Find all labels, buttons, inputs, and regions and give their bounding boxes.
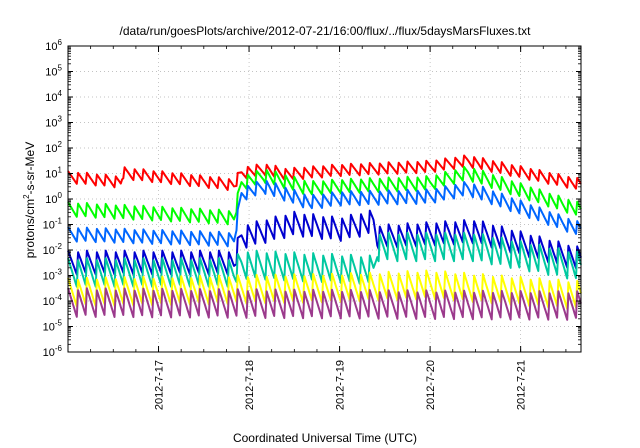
y-tick-label: 102 [45,140,62,155]
flux-series-line [67,269,582,310]
x-axis-ticks: 2012-7-17 2012-7-18 2012-7-19 2012-7-20 2012… [67,46,567,410]
y-tick-label: 103 [45,115,62,130]
y-tick-label: 10-5 [43,319,63,334]
flux-series-line [67,231,582,288]
flux-series-line [67,209,582,276]
x-tick-label: 2012-7-20 [425,360,437,410]
x-tick-label: 2012-7-18 [244,360,256,410]
y-axis-label-sup: 2 [22,194,31,199]
y-axis-label: protons/cm2-s-sr-MeV [22,142,37,258]
y-tick-label: 105 [45,64,62,79]
x-tick-label: 2012-7-19 [335,360,347,410]
y-axis-label-main: protons/cm [23,199,37,258]
y-tick-label: 10-4 [43,293,63,308]
y-tick-label: 10-3 [43,268,63,283]
flux-series-line [67,287,582,321]
y-tick-label: 104 [45,89,62,104]
series-layer [67,154,582,321]
x-tick-label: 2012-7-17 [154,360,166,410]
y-tick-label: 10-2 [43,242,63,257]
flux-series-line [67,154,582,191]
y-axis-ticks: 10-6 10-5 10-4 10-3 10-2 10-1 100 101 102 103 104 1… [43,38,581,359]
grid [68,46,581,352]
chart-title: /data/run/goesPlots/archive/2012-07-21/1… [120,24,532,38]
y-tick-label: 10-6 [43,344,63,359]
y-tick-label: 101 [45,166,62,181]
y-tick-label: 10-1 [43,217,63,232]
y-tick-label: 100 [45,191,62,206]
y-axis-label-rest: -s-sr-MeV [23,142,37,195]
flux-series-line [67,165,582,226]
x-axis-label: Coordinated Universal Time (UTC) [233,431,417,445]
y-tick-label: 106 [45,38,62,53]
flux-series-line [67,180,582,248]
x-tick-label: 2012-7-21 [516,360,528,410]
